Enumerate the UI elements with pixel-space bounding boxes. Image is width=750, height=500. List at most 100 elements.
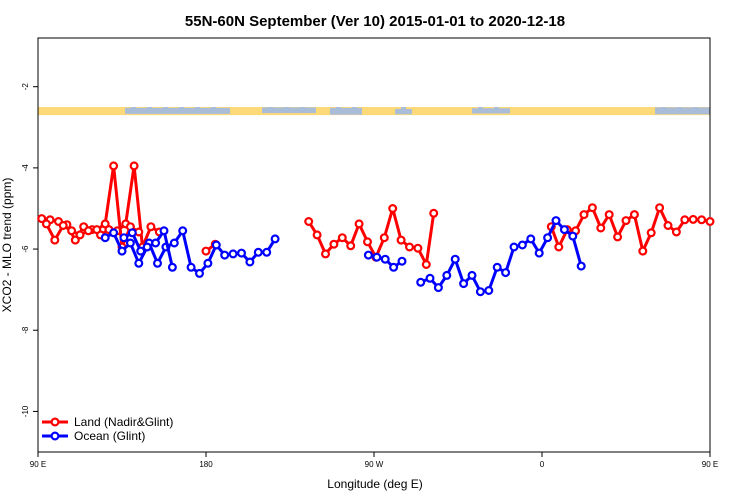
data-point	[304, 217, 314, 227]
data-point	[75, 230, 85, 240]
data-point	[397, 256, 407, 266]
data-point	[421, 260, 431, 270]
data-point	[151, 238, 161, 248]
strip-ocean	[330, 107, 362, 115]
strip-ocean	[472, 108, 510, 114]
data-point	[70, 235, 80, 245]
data-point	[655, 203, 665, 213]
legend: Land (Nadir&Glint)Ocean (Glint)	[42, 415, 173, 443]
strip-ocean	[661, 107, 666, 110]
strip-ocean	[494, 107, 499, 110]
series-line	[420, 219, 583, 294]
data-point	[119, 233, 129, 243]
data-point	[253, 247, 263, 257]
strip-ocean	[478, 107, 483, 110]
data-point	[484, 286, 494, 296]
data-point	[697, 215, 707, 225]
data-point	[237, 248, 247, 258]
y-tick-label: -10	[21, 405, 30, 417]
strip-ocean	[195, 107, 200, 110]
data-point	[37, 214, 47, 224]
y-tick-label: -4	[21, 164, 30, 172]
data-point	[450, 254, 460, 264]
x-tick-label: 90 W	[365, 460, 384, 469]
data-point	[245, 257, 255, 267]
data-point	[270, 234, 280, 244]
data-point	[50, 235, 60, 245]
strip-ocean	[401, 107, 406, 110]
legend-marker	[50, 417, 60, 427]
data-point	[211, 240, 221, 250]
strip-ocean	[147, 107, 152, 110]
data-point	[201, 246, 211, 256]
data-point	[587, 203, 597, 213]
data-point	[475, 287, 485, 297]
data-point	[554, 242, 564, 252]
data-point	[526, 234, 536, 244]
strip-ocean	[352, 107, 357, 110]
data-point	[337, 233, 347, 243]
strip-ocean	[262, 107, 316, 114]
data-point	[425, 273, 435, 283]
data-point	[178, 226, 188, 236]
data-point	[543, 233, 553, 243]
x-tick-label: 90 E	[702, 460, 718, 469]
data-point	[220, 250, 230, 260]
y-tick-label: -8	[21, 326, 30, 334]
data-point	[129, 161, 139, 171]
data-point	[396, 235, 406, 245]
data-point	[517, 240, 527, 250]
data-point	[354, 219, 364, 229]
data-point	[346, 241, 356, 251]
data-point	[195, 268, 205, 278]
data-point	[67, 226, 77, 236]
data-point	[576, 261, 586, 271]
data-point	[604, 210, 614, 220]
data-point	[621, 216, 631, 226]
data-point	[680, 215, 690, 225]
series-ocean	[100, 216, 586, 297]
legend-label: Land (Nadir&Glint)	[74, 415, 173, 429]
data-point	[100, 233, 110, 243]
data-point	[551, 216, 561, 226]
data-point	[629, 210, 639, 220]
series-layer	[37, 161, 715, 297]
data-point	[228, 249, 238, 259]
x-tick-label: 90 E	[30, 460, 46, 469]
data-point	[167, 262, 177, 272]
data-point	[100, 219, 110, 229]
strip-ocean	[284, 107, 289, 110]
data-point	[467, 270, 477, 280]
data-point	[559, 225, 569, 235]
data-point	[92, 225, 102, 235]
data-point	[159, 226, 169, 236]
strip-ocean	[163, 107, 168, 110]
strip-ocean	[179, 107, 184, 110]
legend-marker	[50, 431, 60, 441]
data-point	[372, 252, 382, 262]
data-point	[388, 204, 398, 214]
x-tick-label: 180	[199, 460, 213, 469]
data-point	[109, 161, 119, 171]
data-point	[312, 230, 322, 240]
data-point	[579, 210, 589, 220]
data-point	[142, 242, 152, 252]
data-point	[146, 222, 156, 232]
x-axis: 90 E 180 90 W 0 90 E	[30, 452, 718, 469]
data-point	[638, 246, 648, 256]
y-tick-label: -6	[21, 245, 30, 253]
strip-ocean	[395, 109, 412, 115]
data-point	[509, 242, 519, 252]
strip-ocean	[211, 107, 216, 110]
data-point	[329, 239, 339, 249]
data-point	[203, 258, 213, 268]
strip-ocean	[336, 107, 341, 110]
data-point	[688, 214, 698, 224]
data-point	[705, 217, 715, 227]
data-point	[389, 262, 399, 272]
data-point	[568, 231, 578, 241]
data-point	[117, 246, 127, 256]
data-point	[442, 270, 452, 280]
y-axis-label: XCO2 - MLO trend (ppm)	[0, 178, 14, 313]
